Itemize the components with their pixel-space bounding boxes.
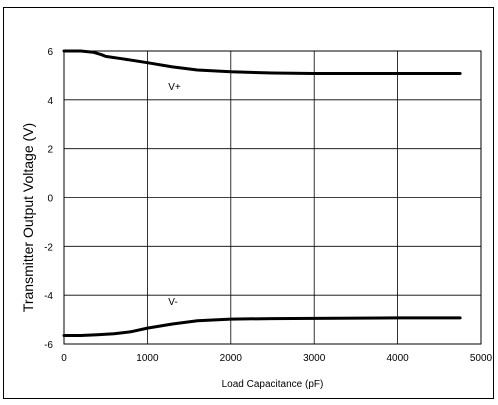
y-tick-label: -2 [44,242,53,253]
x-tick-label: 0 [61,353,67,364]
x-axis-title: Load Capacitance (pF) [222,379,324,390]
y-tick-labels: 6 4 2 0 -2 -4 -6 [44,47,53,351]
series-lines [62,49,462,337]
series-line-vminus [62,316,462,337]
y-tick-label: -4 [44,291,53,302]
y-tick-label: 0 [47,194,53,205]
x-tick-label: 3000 [303,353,326,364]
y-tick-label: -6 [44,340,53,351]
x-tick-label: 5000 [470,353,493,364]
x-tick-labels: 0 1000 2000 3000 4000 5000 [61,353,492,364]
series-label: V- [168,297,177,308]
x-tick-label: 1000 [136,353,159,364]
series-labels: V+ V- [168,82,181,308]
x-tick-label: 4000 [386,353,409,364]
x-tick-label: 2000 [220,353,243,364]
y-tick-label: 4 [47,96,53,107]
series-label: V+ [168,82,181,93]
plot-border [63,50,482,345]
y-axis-title: Transmitter Output Voltage (V) [20,123,36,312]
y-tick-label: 6 [47,47,53,58]
y-tick-label: 2 [47,145,53,156]
series-line-vplus [62,49,462,75]
